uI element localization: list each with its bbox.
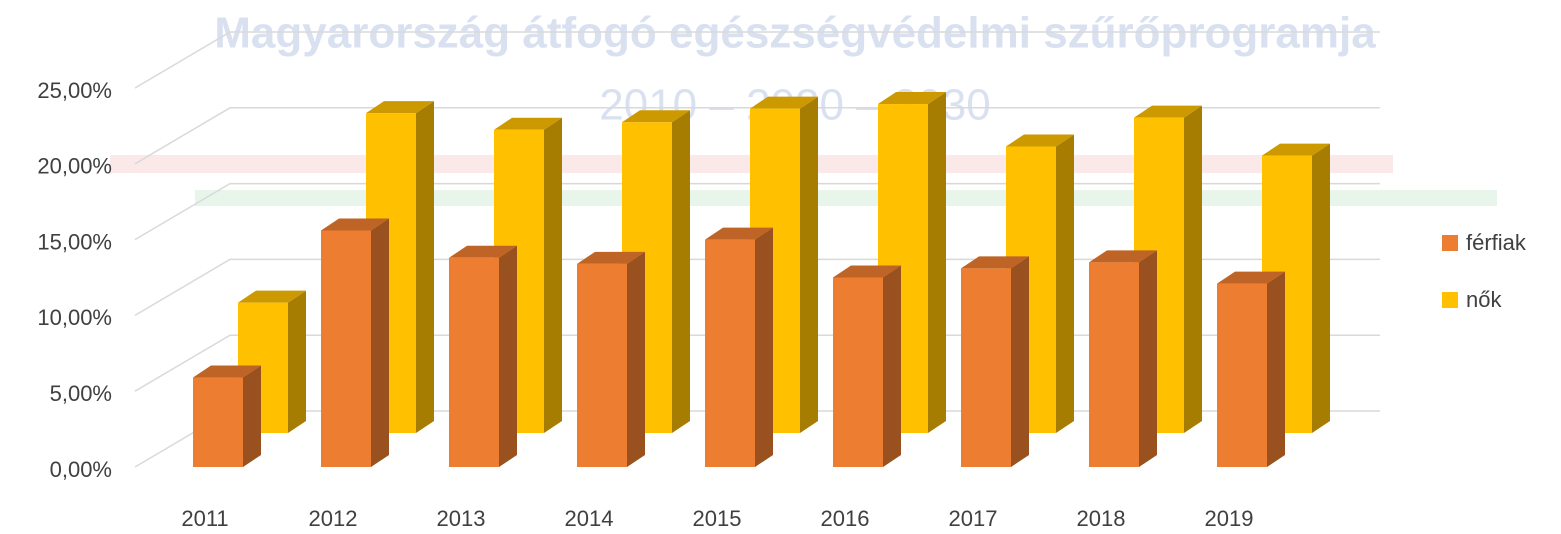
bar-side (800, 96, 818, 434)
legend-label: férfiak (1466, 230, 1527, 255)
bar-front (961, 268, 1011, 467)
bar-top (238, 290, 306, 303)
bar-front (193, 377, 243, 467)
bar-top (1089, 250, 1157, 263)
grid-line (134, 182, 1380, 241)
bar-side (627, 251, 645, 467)
bar-top (366, 101, 434, 114)
bar-side (883, 265, 901, 467)
bar (577, 251, 645, 467)
x-tick-label: 2014 (565, 506, 614, 531)
bars: 2011 2012 2013 2014 2015 2016 2017 2018 2019 (181, 92, 1330, 531)
bar-side (499, 245, 517, 467)
x-tick-label: 2015 (693, 506, 742, 531)
bar (449, 245, 517, 467)
bar (1217, 271, 1285, 467)
x-tick-label: 2011 (181, 506, 228, 531)
bar-side (1267, 271, 1285, 467)
bar-top (1006, 134, 1074, 147)
bar-side (1312, 143, 1330, 433)
x-tick-label: 2013 (437, 506, 486, 531)
x-tick-label: 2012 (309, 506, 358, 531)
x-tick-label: 2019 (1205, 506, 1254, 531)
bar-side (672, 110, 690, 433)
bar-side (243, 365, 261, 467)
chart-title: Magyarország átfogó egészségvédelmi szűr… (214, 9, 1376, 58)
bar-side (1056, 134, 1074, 433)
bar-front (449, 257, 499, 467)
bar-top (961, 256, 1029, 269)
x-tick-label: 2016 (821, 506, 870, 531)
grid-line (134, 107, 1380, 165)
bar-front (1089, 262, 1139, 467)
legend-swatch (1442, 235, 1458, 251)
bar (193, 365, 261, 467)
bar-top (1134, 105, 1202, 118)
bar-front (321, 230, 371, 467)
bar-top (494, 117, 562, 130)
bar-front (1217, 283, 1267, 467)
bar-side (755, 227, 773, 467)
bar (705, 227, 773, 467)
legend: férfiak nők (1442, 230, 1527, 312)
bar-top (321, 218, 389, 231)
bar-side (1184, 105, 1202, 433)
bar-side (371, 218, 389, 467)
legend-label: nők (1466, 287, 1502, 312)
x-tick-label: 2017 (949, 506, 998, 531)
bar-side (1011, 256, 1029, 467)
bar-front (577, 263, 627, 467)
x-tick-label: 2018 (1077, 506, 1126, 531)
bar-side (1139, 250, 1157, 467)
bar (833, 265, 901, 467)
bar-front (833, 277, 883, 467)
bar (961, 256, 1029, 467)
y-tick-label: 5,00% (50, 381, 112, 406)
y-tick-label: 20,00% (37, 154, 112, 179)
bar (321, 218, 389, 467)
bar-top (750, 96, 818, 109)
bar (1089, 250, 1157, 467)
bar-side (288, 290, 306, 433)
bar-top (1217, 271, 1285, 284)
bar-top (705, 227, 773, 240)
bar-top (577, 251, 645, 264)
bar-top (833, 265, 901, 278)
bar-side (544, 117, 562, 434)
bar-front (705, 239, 755, 467)
y-tick-label: 10,00% (37, 305, 112, 330)
bar-side (416, 101, 434, 434)
grid-line (134, 31, 1380, 89)
y-tick-label: 25,00% (37, 78, 112, 103)
legend-swatch (1442, 292, 1458, 308)
bar-top (1262, 143, 1330, 156)
bar-top (193, 365, 261, 378)
bar-top (878, 92, 946, 105)
bar-side (928, 92, 946, 433)
y-tick-label: 15,00% (37, 229, 112, 254)
bar-top (449, 245, 517, 258)
y-tick-label: 0,00% (50, 457, 112, 482)
bar-top (622, 110, 690, 123)
